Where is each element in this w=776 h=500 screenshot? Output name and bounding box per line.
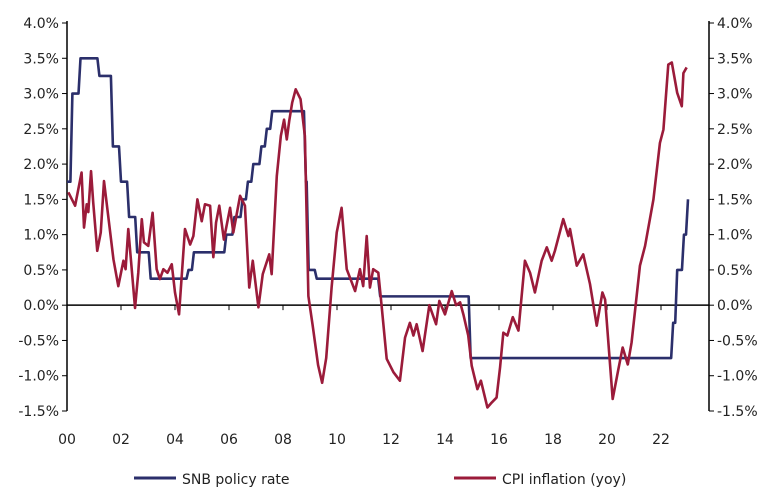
y-tick-label-right: 4.0% — [717, 16, 753, 32]
x-tick-label: 00 — [58, 432, 76, 448]
legend-label-snb-policy-rate: SNB policy rate — [182, 472, 290, 488]
y-tick-label-left: 3.0% — [23, 87, 59, 103]
x-tick-label: 04 — [166, 432, 184, 448]
y-tick-label-right: 0.0% — [717, 298, 753, 314]
y-tick-label-left: 2.5% — [23, 122, 59, 138]
x-tick-label: 06 — [220, 432, 238, 448]
series-line-snb-policy-rate — [67, 56, 690, 360]
y-tick-label-right: -1.0% — [717, 369, 758, 385]
y-tick-label-left: -1.0% — [18, 369, 59, 385]
x-tick-label: 08 — [274, 432, 292, 448]
x-tick-label: 18 — [544, 432, 562, 448]
y-tick-label-right: 2.5% — [717, 122, 753, 138]
x-tick-label: 12 — [382, 432, 400, 448]
legend: SNB policy rate CPI inflation (yoy) — [134, 472, 626, 488]
legend-label-cpi-inflation: CPI inflation (yoy) — [502, 472, 626, 488]
x-tick-label: 16 — [490, 432, 508, 448]
y-tick-label-left: 0.0% — [23, 298, 59, 314]
y-tick-label-left: -1.5% — [18, 404, 59, 420]
axes: 4.0% 4.0% 3.5% 3.5% 3.0% 3.0% 2.5% 2.5% 2.0% 2.0%… — [18, 16, 757, 448]
y-tick-label-right: 0.5% — [717, 263, 753, 279]
x-tick-label: 22 — [652, 432, 670, 448]
y-tick-label-right: 2.0% — [717, 157, 753, 173]
y-tick-label-right: -1.5% — [717, 404, 758, 420]
x-tick-label: 20 — [598, 432, 616, 448]
x-tick-label: 10 — [328, 432, 346, 448]
y-tick-label-left: 4.0% — [23, 16, 59, 32]
y-tick-label-left: 3.5% — [23, 51, 59, 67]
y-tick-label-left: 1.0% — [23, 228, 59, 244]
x-tick-label: 02 — [112, 432, 130, 448]
y-tick-label-left: -0.5% — [18, 333, 59, 349]
y-tick-label-left: 2.0% — [23, 157, 59, 173]
y-tick-label-right: 3.5% — [717, 51, 753, 67]
series-lines — [67, 56, 690, 409]
y-tick-label-left: 1.5% — [23, 192, 59, 208]
x-tick-label: 14 — [436, 432, 454, 448]
series-line-cpi-inflation-yoy — [67, 61, 688, 409]
y-tick-label-right: 1.0% — [717, 228, 753, 244]
y-tick-label-left: 0.5% — [23, 263, 59, 279]
y-tick-label-right: 3.0% — [717, 87, 753, 103]
y-tick-label-right: 1.5% — [717, 192, 753, 208]
y-tick-label-right: -0.5% — [717, 333, 758, 349]
